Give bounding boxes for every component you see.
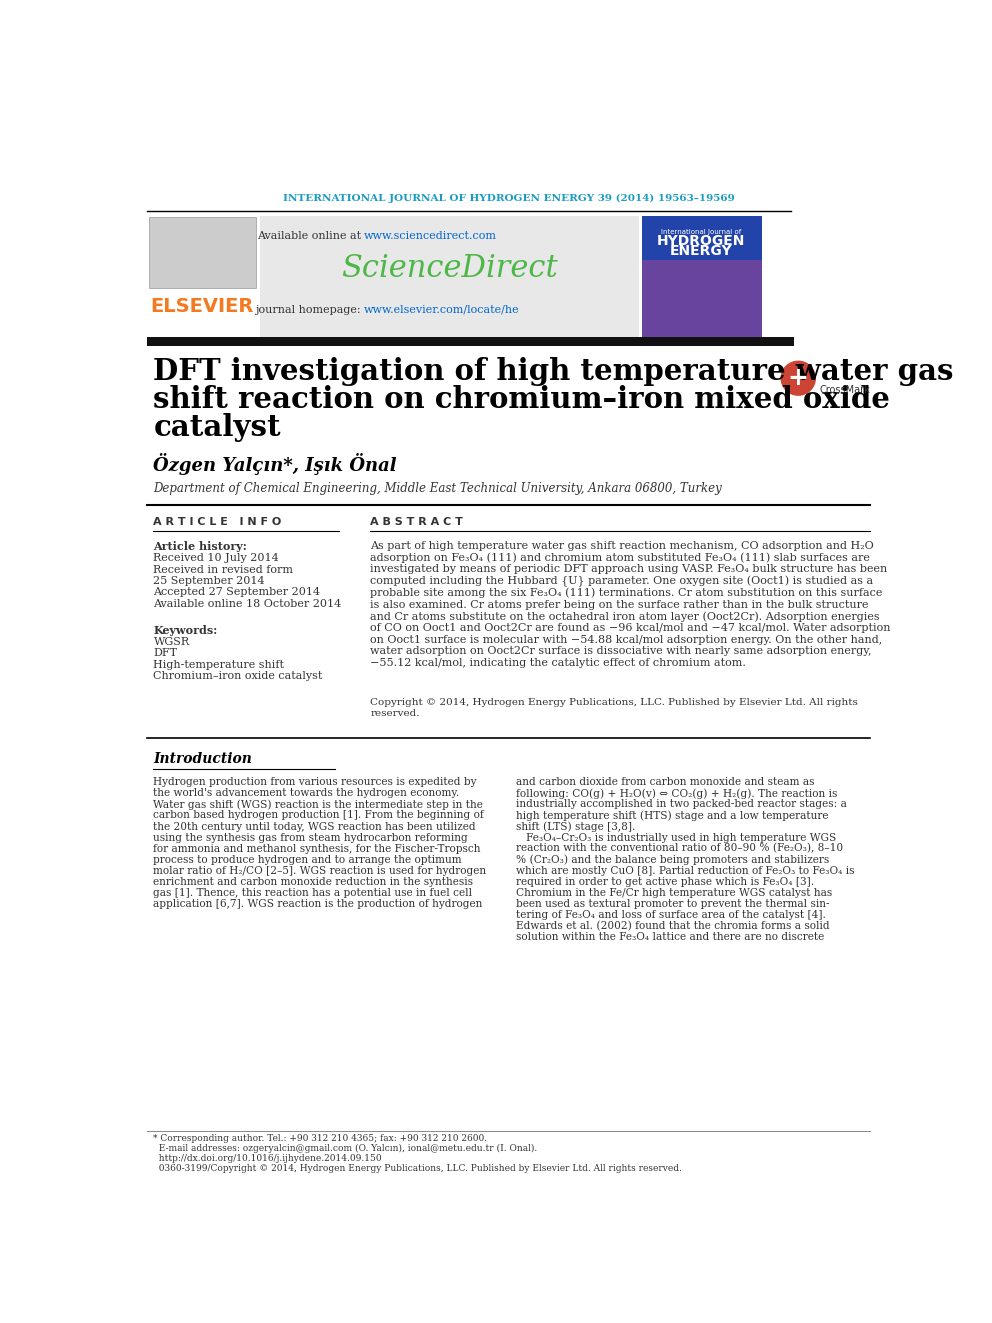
Text: industrially accomplished in two packed-bed reactor stages: a: industrially accomplished in two packed-… [516,799,847,810]
Text: Chromium in the Fe/Cr high temperature WGS catalyst has: Chromium in the Fe/Cr high temperature W… [516,888,832,897]
Text: catalyst: catalyst [154,413,281,442]
Text: on Ooct1 surface is molecular with −54.88 kcal/mol adsorption energy. On the oth: on Ooct1 surface is molecular with −54.8… [370,635,883,644]
Text: computed including the Hubbard {U} parameter. One oxygen site (Ooct1) is studied: computed including the Hubbard {U} param… [370,576,874,587]
Text: ENERGY: ENERGY [670,245,733,258]
Text: A R T I C L E   I N F O: A R T I C L E I N F O [154,517,282,527]
Text: molar ratio of H₂/CO [2–5]. WGS reaction is used for hydrogen: molar ratio of H₂/CO [2–5]. WGS reaction… [154,865,486,876]
Text: Water gas shift (WGS) reaction is the intermediate step in the: Water gas shift (WGS) reaction is the in… [154,799,483,810]
Text: following: CO(g) + H₂O(v) ⇔ CO₂(g) + H₂(g). The reaction is: following: CO(g) + H₂O(v) ⇔ CO₂(g) + H₂(… [516,789,837,799]
Text: solution within the Fe₃O₄ lattice and there are no discrete: solution within the Fe₃O₄ lattice and th… [516,931,824,942]
Text: been used as textural promoter to prevent the thermal sin-: been used as textural promoter to preven… [516,898,829,909]
Text: high temperature shift (HTS) stage and a low temperature: high temperature shift (HTS) stage and a… [516,810,828,820]
Text: required in order to get active phase which is Fe₃O₄ [3].: required in order to get active phase wh… [516,877,814,886]
Text: As part of high temperature water gas shift reaction mechanism, CO adsorption an: As part of high temperature water gas sh… [370,541,874,552]
Text: probable site among the six Fe₃O₄ (111) terminations. Cr atom substitution on th: probable site among the six Fe₃O₄ (111) … [370,587,883,598]
Text: application [6,7]. WGS reaction is the production of hydrogen: application [6,7]. WGS reaction is the p… [154,898,483,909]
Text: process to produce hydrogen and to arrange the optimum: process to produce hydrogen and to arran… [154,855,462,864]
Text: Edwards et al. (2002) found that the chromia forms a solid: Edwards et al. (2002) found that the chr… [516,921,829,931]
Text: WGSR: WGSR [154,636,189,647]
Text: 0360-3199/Copyright © 2014, Hydrogen Energy Publications, LLC. Published by Else: 0360-3199/Copyright © 2014, Hydrogen Ene… [154,1164,682,1172]
Text: www.elsevier.com/locate/he: www.elsevier.com/locate/he [364,304,520,315]
Text: of CO on Ooct1 and Ooct2Cr are found as −96 kcal/mol and −47 kcal/mol. Water ads: of CO on Ooct1 and Ooct2Cr are found as … [370,623,891,632]
Bar [642,216,762,337]
Text: water adsorption on Ooct2Cr surface is dissociative with nearly same adsorption : water adsorption on Ooct2Cr surface is d… [370,647,872,656]
Text: the world's advancement towards the hydrogen economy.: the world's advancement towards the hydr… [154,789,459,799]
Text: INTERNATIONAL JOURNAL OF HYDROGEN ENERGY 39 (2014) 19563–19569: INTERNATIONAL JOURNAL OF HYDROGEN ENERGY… [283,194,734,204]
Text: carbon based hydrogen production [1]. From the beginning of: carbon based hydrogen production [1]. Fr… [154,811,484,820]
Text: DFT investigation of high temperature water gas: DFT investigation of high temperature wa… [154,357,954,386]
Text: Hydrogen production from various resources is expedited by: Hydrogen production from various resourc… [154,778,477,787]
Text: % (Cr₂O₃) and the balance being promoters and stabilizers: % (Cr₂O₃) and the balance being promoter… [516,855,829,865]
Text: adsorption on Fe₃O₄ (111) and chromium atom substituted Fe₃O₄ (111) slab surface: adsorption on Fe₃O₄ (111) and chromium a… [370,553,870,564]
Text: +: + [788,366,808,390]
Text: reaction with the conventional ratio of 80–90 % (Fe₂O₃), 8–10: reaction with the conventional ratio of … [516,843,843,853]
Text: enrichment and carbon monoxide reduction in the synthesis: enrichment and carbon monoxide reduction… [154,877,473,886]
Text: and carbon dioxide from carbon monoxide and steam as: and carbon dioxide from carbon monoxide … [516,778,814,787]
Bar [149,217,256,288]
Text: Copyright © 2014, Hydrogen Energy Publications, LLC. Published by Elsevier Ltd. : Copyright © 2014, Hydrogen Energy Public… [370,697,858,706]
Text: gas [1]. Thence, this reaction has a potential use in fuel cell: gas [1]. Thence, this reaction has a pot… [154,888,472,897]
Text: Received in revised form: Received in revised form [154,565,294,576]
Text: Available online at: Available online at [257,230,364,241]
Bar [642,261,762,337]
Text: Introduction: Introduction [154,753,252,766]
Bar [147,337,795,345]
Text: www.sciencedirect.com: www.sciencedirect.com [364,230,497,241]
Text: Fe₃O₄–Cr₂O₃ is industrially used in high temperature WGS: Fe₃O₄–Cr₂O₃ is industrially used in high… [516,832,836,843]
Text: International Journal of: International Journal of [662,229,741,235]
Text: HYDROGEN: HYDROGEN [657,234,746,249]
Text: Keywords:: Keywords: [154,624,217,635]
Text: shift reaction on chromium–iron mixed oxide: shift reaction on chromium–iron mixed ox… [154,385,891,414]
Circle shape [782,361,815,396]
Text: E-mail addresses: ozgeryalcin@gmail.com (O. Yalcın), ional@metu.edu.tr (I. Onal): E-mail addresses: ozgeryalcin@gmail.com … [154,1143,538,1152]
Text: A B S T R A C T: A B S T R A C T [370,517,463,527]
Text: for ammonia and methanol synthesis, for the Fischer-Tropsch: for ammonia and methanol synthesis, for … [154,844,481,853]
Text: Accepted 27 September 2014: Accepted 27 September 2014 [154,587,320,597]
Text: Available online 18 October 2014: Available online 18 October 2014 [154,599,341,609]
Text: which are mostly CuO [8]. Partial reduction of Fe₂O₃ to Fe₃O₄ is: which are mostly CuO [8]. Partial reduct… [516,865,855,876]
Text: Department of Chemical Engineering, Middle East Technical University, Ankara 068: Department of Chemical Engineering, Midd… [154,482,722,495]
Text: investigated by means of periodic DFT approach using VASP. Fe₃O₄ bulk structure : investigated by means of periodic DFT ap… [370,565,888,574]
Text: Article history:: Article history: [154,541,247,552]
Text: * Corresponding author. Tel.: +90 312 210 4365; fax: +90 312 210 2600.: * Corresponding author. Tel.: +90 312 21… [154,1134,488,1143]
Text: Özgen Yalçın*, Işık Önal: Özgen Yalçın*, Işık Önal [154,452,397,475]
Text: ELSEVIER: ELSEVIER [151,298,254,316]
Text: ScienceDirect: ScienceDirect [341,253,558,283]
Text: tering of Fe₃O₄ and loss of surface area of the catalyst [4].: tering of Fe₃O₄ and loss of surface area… [516,910,826,919]
Text: DFT: DFT [154,648,178,658]
Text: Chromium–iron oxide catalyst: Chromium–iron oxide catalyst [154,671,322,681]
Text: High-temperature shift: High-temperature shift [154,660,285,669]
Text: is also examined. Cr atoms prefer being on the surface rather than in the bulk s: is also examined. Cr atoms prefer being … [370,599,869,610]
Text: http://dx.doi.org/10.1016/j.ijhydene.2014.09.150: http://dx.doi.org/10.1016/j.ijhydene.201… [154,1154,382,1163]
Text: using the synthesis gas from steam hydrocarbon reforming: using the synthesis gas from steam hydro… [154,832,468,843]
Text: Received 10 July 2014: Received 10 July 2014 [154,553,279,564]
Bar [260,216,640,337]
Text: CrossMark: CrossMark [820,385,871,394]
Text: and Cr atoms substitute on the octahedral iron atom layer (Ooct2Cr). Adsorption : and Cr atoms substitute on the octahedra… [370,611,880,622]
Text: −55.12 kcal/mol, indicating the catalytic effect of chromium atom.: −55.12 kcal/mol, indicating the catalyti… [370,658,746,668]
Text: journal homepage:: journal homepage: [255,304,364,315]
Text: shift (LTS) stage [3,8].: shift (LTS) stage [3,8]. [516,822,636,832]
Text: reserved.: reserved. [370,709,420,717]
Text: the 20th century until today, WGS reaction has been utilized: the 20th century until today, WGS reacti… [154,822,476,831]
Text: 25 September 2014: 25 September 2014 [154,576,265,586]
